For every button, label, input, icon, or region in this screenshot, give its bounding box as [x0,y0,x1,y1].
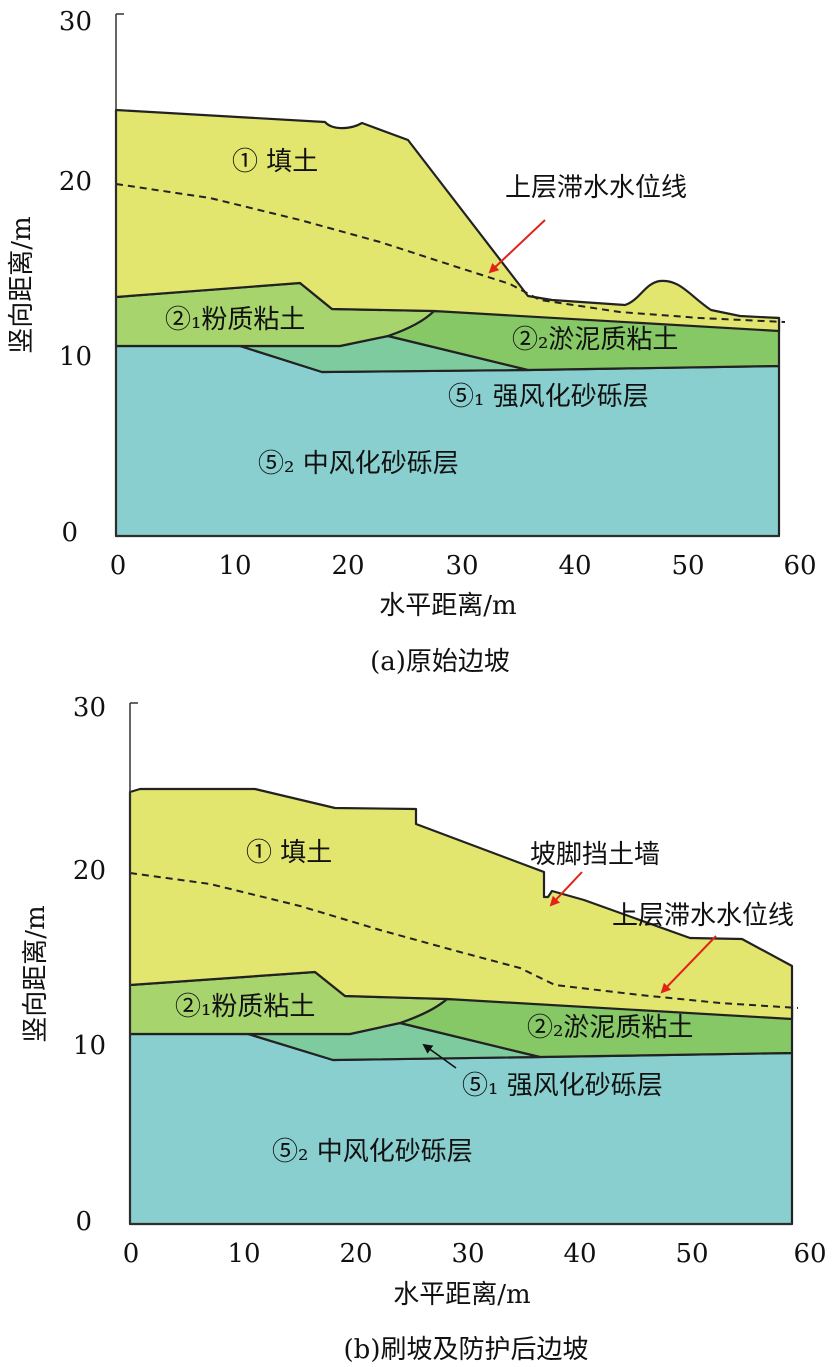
x-tick: 40 [563,1239,596,1269]
label-water-line: 上层滞水水位线 [505,173,687,203]
water-line-arrow [488,219,546,274]
y-tick: 30 [73,693,106,723]
y-tick: 10 [59,342,92,372]
y-tick: 30 [59,7,92,37]
x-tick: 10 [218,551,251,581]
label-strong-weathered: ⑤₁ 强风化砂砾层 [462,1071,663,1101]
retaining-wall-arrow [549,871,583,907]
y-axis-label: 竖向距离/m [21,905,51,1042]
water-line-arrow [660,935,717,994]
label-medium-weathered: ⑤₂ 中风化砂砾层 [258,449,459,479]
y-tick: 0 [61,518,78,548]
y-tick: 0 [75,1207,92,1237]
label-silty-clay: ②₁粉质粘土 [165,305,305,335]
panel-a: 0 10 20 30 0 10 20 30 40 50 60 水平距离/m 竖向… [7,7,817,677]
label-mucky-clay: ②₂淤泥质粘土 [512,325,678,355]
x-tick: 20 [339,1239,372,1269]
x-tick: 50 [675,1239,708,1269]
layer-medium-weathered [128,1032,794,1226]
y-tick: 20 [73,856,106,886]
x-tick: 30 [451,1239,484,1269]
panel-b: 0 10 20 30 0 10 20 30 40 50 60 水平距离/m 竖向… [21,693,827,1365]
x-tick: 30 [445,551,478,581]
y-axis-label: 竖向距离/m [7,216,37,353]
x-tick: 40 [558,551,591,581]
label-medium-weathered: ⑤₂ 中风化砂砾层 [272,1137,473,1167]
label-mucky-clay: ②₂淤泥质粘土 [527,1013,693,1043]
layer-fill [128,787,794,1021]
caption-a: (a)原始边坡 [370,647,510,677]
x-tick: 20 [331,551,364,581]
label-fill: ① 填土 [246,838,332,868]
x-tick: 0 [123,1239,140,1269]
x-tick: 60 [783,551,816,581]
strong-weathered-arrow [422,1043,457,1069]
label-water-line: 上层滞水水位线 [612,901,794,931]
y-tick: 10 [73,1031,106,1061]
layer-fill [114,108,781,333]
label-fill: ① 填土 [232,147,318,177]
x-tick: 0 [110,551,127,581]
x-axis-label: 水平距离/m [393,1280,530,1310]
label-retaining-wall: 坡脚挡土墙 [530,840,660,870]
label-silty-clay: ②₁粉质粘土 [175,992,315,1022]
x-tick: 60 [793,1239,826,1269]
label-strong-weathered: ⑤₁ 强风化砂砾层 [448,382,649,412]
x-tick: 50 [671,551,704,581]
water-level-line [129,872,799,1009]
caption-b: (b)刷坡及防护后边坡 [344,1335,589,1365]
layer-medium-weathered [114,344,781,538]
y-tick: 20 [59,167,92,197]
x-tick: 10 [227,1239,260,1269]
x-axis-label: 水平距离/m [379,591,516,621]
